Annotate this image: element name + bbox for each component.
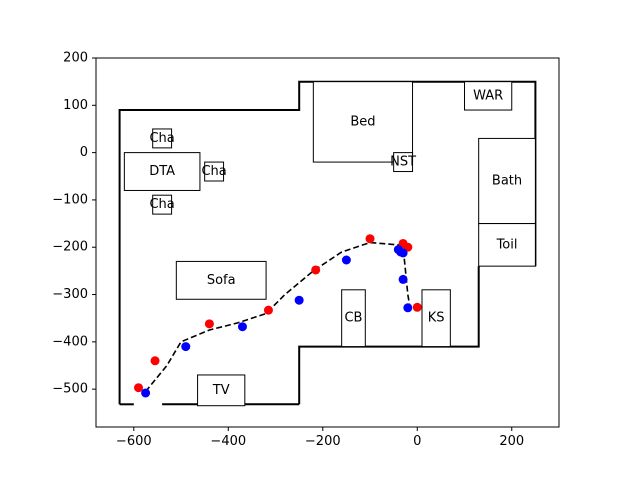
- axes-frame: [95, 57, 560, 428]
- room-box: [197, 374, 246, 407]
- room-box: [393, 152, 414, 173]
- room-label: CB: [344, 311, 362, 326]
- data-point: [181, 342, 191, 352]
- room-box: [175, 260, 267, 300]
- room-box: [123, 152, 201, 191]
- x-tick-label: 200: [499, 434, 524, 449]
- y-tick-label: −400: [52, 334, 88, 349]
- data-point: [204, 319, 214, 329]
- data-point: [263, 305, 273, 315]
- ticks-layer: −600 −400 −200 0 200 −500 −400 −300 −200 −100 0 100…: [52, 51, 524, 450]
- data-point: [311, 265, 321, 275]
- room-label: Cha: [149, 131, 174, 146]
- room-label: Toil: [496, 237, 518, 252]
- room-box: [341, 289, 366, 348]
- data-point: [398, 248, 408, 258]
- data-point: [141, 388, 151, 398]
- data-point: [150, 356, 160, 366]
- data-point: [294, 295, 304, 305]
- y-tick-label: 200: [63, 51, 88, 66]
- data-point: [403, 303, 413, 313]
- x-tick-label: 0: [413, 434, 421, 449]
- x-tick-label: −600: [116, 434, 152, 449]
- y-tick-label: −500: [52, 382, 88, 397]
- room-box: [152, 194, 173, 215]
- room-box: [312, 81, 414, 163]
- room-label: DTA: [149, 164, 175, 179]
- room-label: NST: [390, 155, 416, 170]
- room-box: [478, 223, 536, 267]
- x-tick-label: −400: [210, 434, 246, 449]
- y-tick-label: −300: [52, 287, 88, 302]
- room-label: Bed: [350, 114, 375, 129]
- room-label: KS: [428, 311, 445, 326]
- data-point: [341, 255, 351, 265]
- data-point: [398, 274, 408, 284]
- data-point: [412, 302, 422, 312]
- rooms-layer: Bed WAR Bath Toil NST DTA Cha Cha Cha Sofa CB KS TV: [123, 81, 536, 407]
- room-box: [464, 81, 513, 111]
- y-tick-label: 0: [80, 145, 88, 160]
- data-point: [134, 383, 144, 393]
- room-label: Cha: [201, 164, 226, 179]
- room-label: Sofa: [207, 273, 236, 288]
- y-tick-label: −100: [52, 192, 88, 207]
- y-tick-label: −200: [52, 240, 88, 255]
- room-box: [478, 137, 536, 225]
- room-box: [421, 289, 451, 348]
- room-box: [152, 128, 173, 149]
- points-layer: [134, 234, 422, 398]
- room-label: TV: [212, 383, 230, 398]
- data-point: [365, 234, 375, 244]
- path-layer: [144, 241, 411, 393]
- data-point: [237, 322, 247, 332]
- wall-line: [298, 266, 480, 405]
- room-label: Bath: [492, 174, 522, 189]
- trajectory-line: [144, 241, 411, 393]
- room-label: Cha: [149, 197, 174, 212]
- wall-line: [118, 80, 537, 405]
- room-label: WAR: [473, 88, 503, 103]
- room-box: [204, 161, 225, 182]
- x-tick-label: −200: [305, 434, 341, 449]
- y-tick-label: 100: [63, 98, 88, 113]
